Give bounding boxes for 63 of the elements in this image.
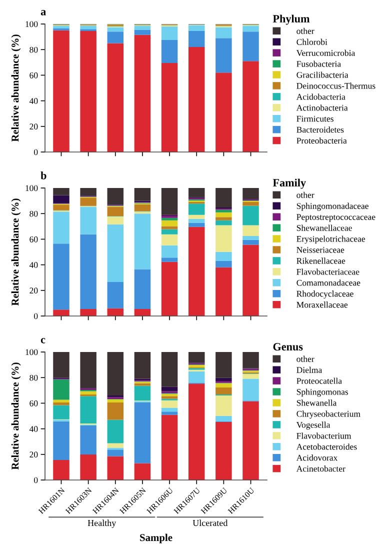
legend-label: Proteobacteria xyxy=(296,137,347,144)
legend-label: Acidovorax xyxy=(296,454,338,461)
x-axis-title: Sample xyxy=(140,534,172,544)
y-tick-label: 80 xyxy=(30,210,38,217)
text: Neisseriaceae xyxy=(296,246,344,253)
text: Shewanella xyxy=(296,400,337,406)
legend-title: Genus xyxy=(273,343,303,351)
legend-label: Comamonadaceae xyxy=(296,280,360,286)
text: Peptostreptococcaceae xyxy=(296,214,376,222)
text: Chryseobacterium xyxy=(296,410,360,419)
text: Ulcerated xyxy=(192,520,228,526)
legend-label: Acidobacteria xyxy=(296,94,346,100)
y-tick-label: 20 xyxy=(30,452,38,458)
legend-title: Family xyxy=(272,178,306,189)
legend-label: Fusobacteria xyxy=(296,60,341,67)
legend-label: Firmicutes xyxy=(296,116,334,122)
y-tick-label: 100 xyxy=(26,185,38,192)
y-axis-title: Relative abundance (%) xyxy=(11,362,21,470)
y-tick-label: 60 xyxy=(30,236,38,242)
y-tick-label: 80 xyxy=(30,46,38,53)
text: Healthy xyxy=(88,520,116,528)
y-tick-label: 20 xyxy=(30,288,38,294)
legend-label: Actinobacteria xyxy=(296,104,348,111)
legend-label: Acetobacteroides xyxy=(296,444,357,450)
legend-label: Moraxellaceae xyxy=(296,302,348,308)
legend-label: Acinetobacter xyxy=(296,466,346,472)
legend-label: other xyxy=(296,192,314,198)
legend-label: Sphingomonadaceae xyxy=(296,202,368,211)
chart-title: c xyxy=(40,338,46,344)
legend-label: Chlorobi xyxy=(296,38,328,45)
y-tick-label: 40 xyxy=(29,98,38,104)
y-tick-label: 100 xyxy=(26,349,38,356)
legend-label: Flavobacterium xyxy=(296,432,352,439)
text: Proteocatella xyxy=(296,378,342,384)
y-tick-label: 40 xyxy=(29,262,38,268)
legend-label: Verrucomicrobia xyxy=(296,50,356,56)
legend-label: Gracilibacteria xyxy=(296,72,348,78)
y-tick-label: 0 xyxy=(34,477,38,484)
text: Sphingomonas xyxy=(296,388,348,397)
text: Dielma xyxy=(296,366,322,373)
legend-title: Phylum xyxy=(272,14,310,25)
text: Shewanellaceae xyxy=(296,224,352,231)
text: Erysipelotrichaceae xyxy=(296,236,366,244)
legend-label: Bacteroidetes xyxy=(296,126,344,133)
chart-title: b xyxy=(40,172,46,180)
y-axis-title: Relative abundance (%) xyxy=(11,34,21,142)
y-tick-label: 100 xyxy=(26,21,38,28)
legend-label: Flavobacteriaceae xyxy=(296,268,360,275)
legend-label: Vogesella xyxy=(296,422,330,430)
y-axis-title: Relative abundance (%) xyxy=(11,198,21,306)
legend-label: Rikenellaceae xyxy=(296,258,346,264)
y-tick-label: 60 xyxy=(30,400,38,406)
legend-label: Deinococcus-Thermus xyxy=(296,82,376,89)
y-tick-label: 0 xyxy=(34,149,38,156)
y-tick-label: 40 xyxy=(29,426,38,432)
y-tick-label: 80 xyxy=(30,374,38,381)
y-tick-label: 60 xyxy=(30,72,38,78)
y-tick-label: 0 xyxy=(34,313,38,320)
text: other xyxy=(296,356,314,362)
chart-title: a xyxy=(40,10,46,16)
legend-label: Rhodocyclaceae xyxy=(296,290,354,299)
y-tick-label: 20 xyxy=(30,124,38,130)
legend-label: other xyxy=(296,28,314,34)
